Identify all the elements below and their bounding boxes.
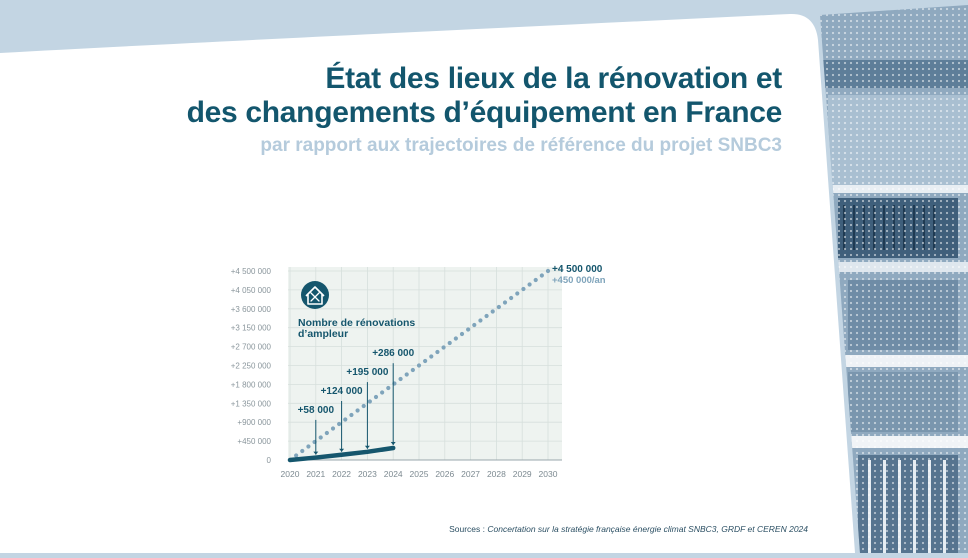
target-point: [386, 386, 390, 390]
y-tick-label: +1 350 000: [231, 399, 272, 408]
x-axis-ticks: 2020 2021 2022 2023 2024 2025 2026 2027 2028 2029…: [281, 469, 558, 479]
x-tick-label: 2022: [332, 469, 351, 479]
target-point: [319, 435, 323, 439]
x-tick-label: 2030: [539, 469, 558, 479]
y-tick-label: 0: [267, 456, 272, 465]
sources-text: Concertation sur la stratégie française …: [487, 524, 808, 534]
annotation-label: +195 000: [346, 367, 388, 378]
target-point: [355, 408, 359, 412]
x-tick-label: 2023: [358, 469, 377, 479]
target-point: [405, 372, 409, 376]
target-point: [509, 296, 513, 300]
target-point: [454, 336, 458, 340]
y-tick-label: +3 600 000: [231, 305, 272, 314]
target-point: [527, 282, 531, 286]
target-point: [306, 444, 310, 448]
x-tick-label: 2027: [461, 469, 480, 479]
target-point: [294, 453, 298, 457]
y-axis-ticks: 0 +450 000 +900 000 +1 350 000 +1 800 000 +2 …: [231, 267, 272, 465]
x-tick-label: 2028: [487, 469, 506, 479]
x-tick-label: 2024: [384, 469, 403, 479]
y-tick-label: +3 150 000: [231, 324, 272, 333]
target-point: [534, 278, 538, 282]
x-tick-label: 2020: [281, 469, 300, 479]
end-label-value: +4 500 000: [552, 264, 603, 275]
x-tick-label: 2026: [435, 469, 454, 479]
y-tick-label: +450 000: [237, 437, 271, 446]
target-point: [503, 300, 507, 304]
target-point: [325, 431, 329, 435]
target-point: [460, 332, 464, 336]
annotation-label: +58 000: [298, 405, 335, 416]
y-tick-label: +900 000: [237, 418, 271, 427]
target-point: [484, 314, 488, 318]
x-tick-label: 2021: [306, 469, 325, 479]
target-point: [300, 449, 304, 453]
y-tick-label: +2 250 000: [231, 362, 272, 371]
target-point: [374, 395, 378, 399]
y-tick-label: +4 500 000: [231, 267, 272, 276]
target-point: [441, 345, 445, 349]
target-point: [515, 291, 519, 295]
end-label-rate: +450 000/an: [552, 275, 606, 286]
target-point: [417, 363, 421, 367]
target-point: [546, 269, 550, 273]
target-point: [491, 309, 495, 313]
target-point: [466, 327, 470, 331]
target-point: [349, 413, 353, 417]
target-point: [429, 354, 433, 358]
target-point: [423, 359, 427, 363]
x-tick-label: 2029: [513, 469, 532, 479]
target-point: [435, 350, 439, 354]
y-tick-label: +1 800 000: [231, 380, 272, 389]
target-point: [472, 323, 476, 327]
target-point: [362, 404, 366, 408]
target-point: [337, 422, 341, 426]
x-tick-label: 2025: [410, 469, 429, 479]
plot-area: [288, 267, 562, 460]
target-point: [368, 399, 372, 403]
sources-note: Sources : Concertation sur la stratégie …: [449, 524, 808, 534]
annotation-label: +124 000: [321, 386, 363, 397]
target-point: [521, 287, 525, 291]
target-point: [478, 318, 482, 322]
y-tick-label: +2 700 000: [231, 343, 272, 352]
target-point: [331, 426, 335, 430]
sources-prefix: Sources :: [449, 524, 487, 534]
house-renovation-icon: [301, 281, 329, 309]
chart-title-line-2: d’ampleur: [298, 328, 348, 340]
annotation-label: +286 000: [372, 348, 414, 359]
target-point: [380, 390, 384, 394]
y-tick-label: +4 050 000: [231, 286, 272, 295]
target-point: [411, 368, 415, 372]
target-point: [448, 341, 452, 345]
target-point: [540, 273, 544, 277]
target-point: [497, 305, 501, 309]
target-point: [398, 377, 402, 381]
target-point: [343, 417, 347, 421]
